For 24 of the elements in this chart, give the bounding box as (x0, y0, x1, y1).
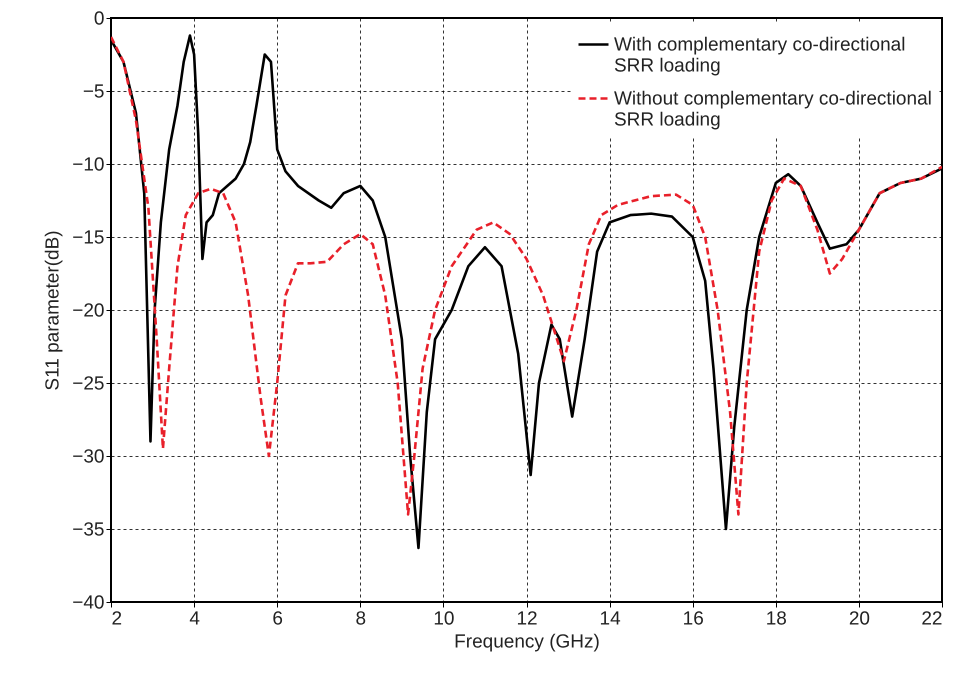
y-tick-label: −10 (72, 154, 104, 176)
x-tick-label: 16 (682, 608, 704, 630)
y-tick-label: 0 (94, 8, 104, 30)
x-tick-label: 4 (189, 608, 200, 630)
y-tick-label: −25 (72, 374, 104, 394)
x-tick-label: 12 (516, 608, 538, 630)
y-tick-label: −30 (72, 446, 104, 468)
x-tick-label: 2 (112, 608, 122, 630)
y-tick-label: −35 (72, 520, 104, 540)
legend-label: With complementary co-directional SRR loading (614, 34, 906, 76)
y-tick-label: −5 (82, 82, 104, 102)
y-tick-label: −15 (72, 228, 104, 248)
legend-label: Without complementary co-directional SRR loading (614, 88, 932, 130)
x-tick-label: 10 (433, 608, 454, 630)
x-tick-label: 6 (272, 608, 283, 630)
x-axis-title: Frequency (GHz) (454, 632, 600, 652)
x-tick-label: 20 (848, 608, 870, 630)
y-tick-label: −40 (72, 592, 104, 614)
x-tick-label: 22 (921, 608, 942, 630)
x-tick-label: 8 (356, 608, 366, 630)
y-tick-label: −20 (72, 300, 104, 322)
x-tick-label: 18 (766, 608, 787, 630)
y-axis-title: S11 parameter(dB) (42, 230, 64, 391)
x-tick-label: 14 (600, 608, 622, 630)
